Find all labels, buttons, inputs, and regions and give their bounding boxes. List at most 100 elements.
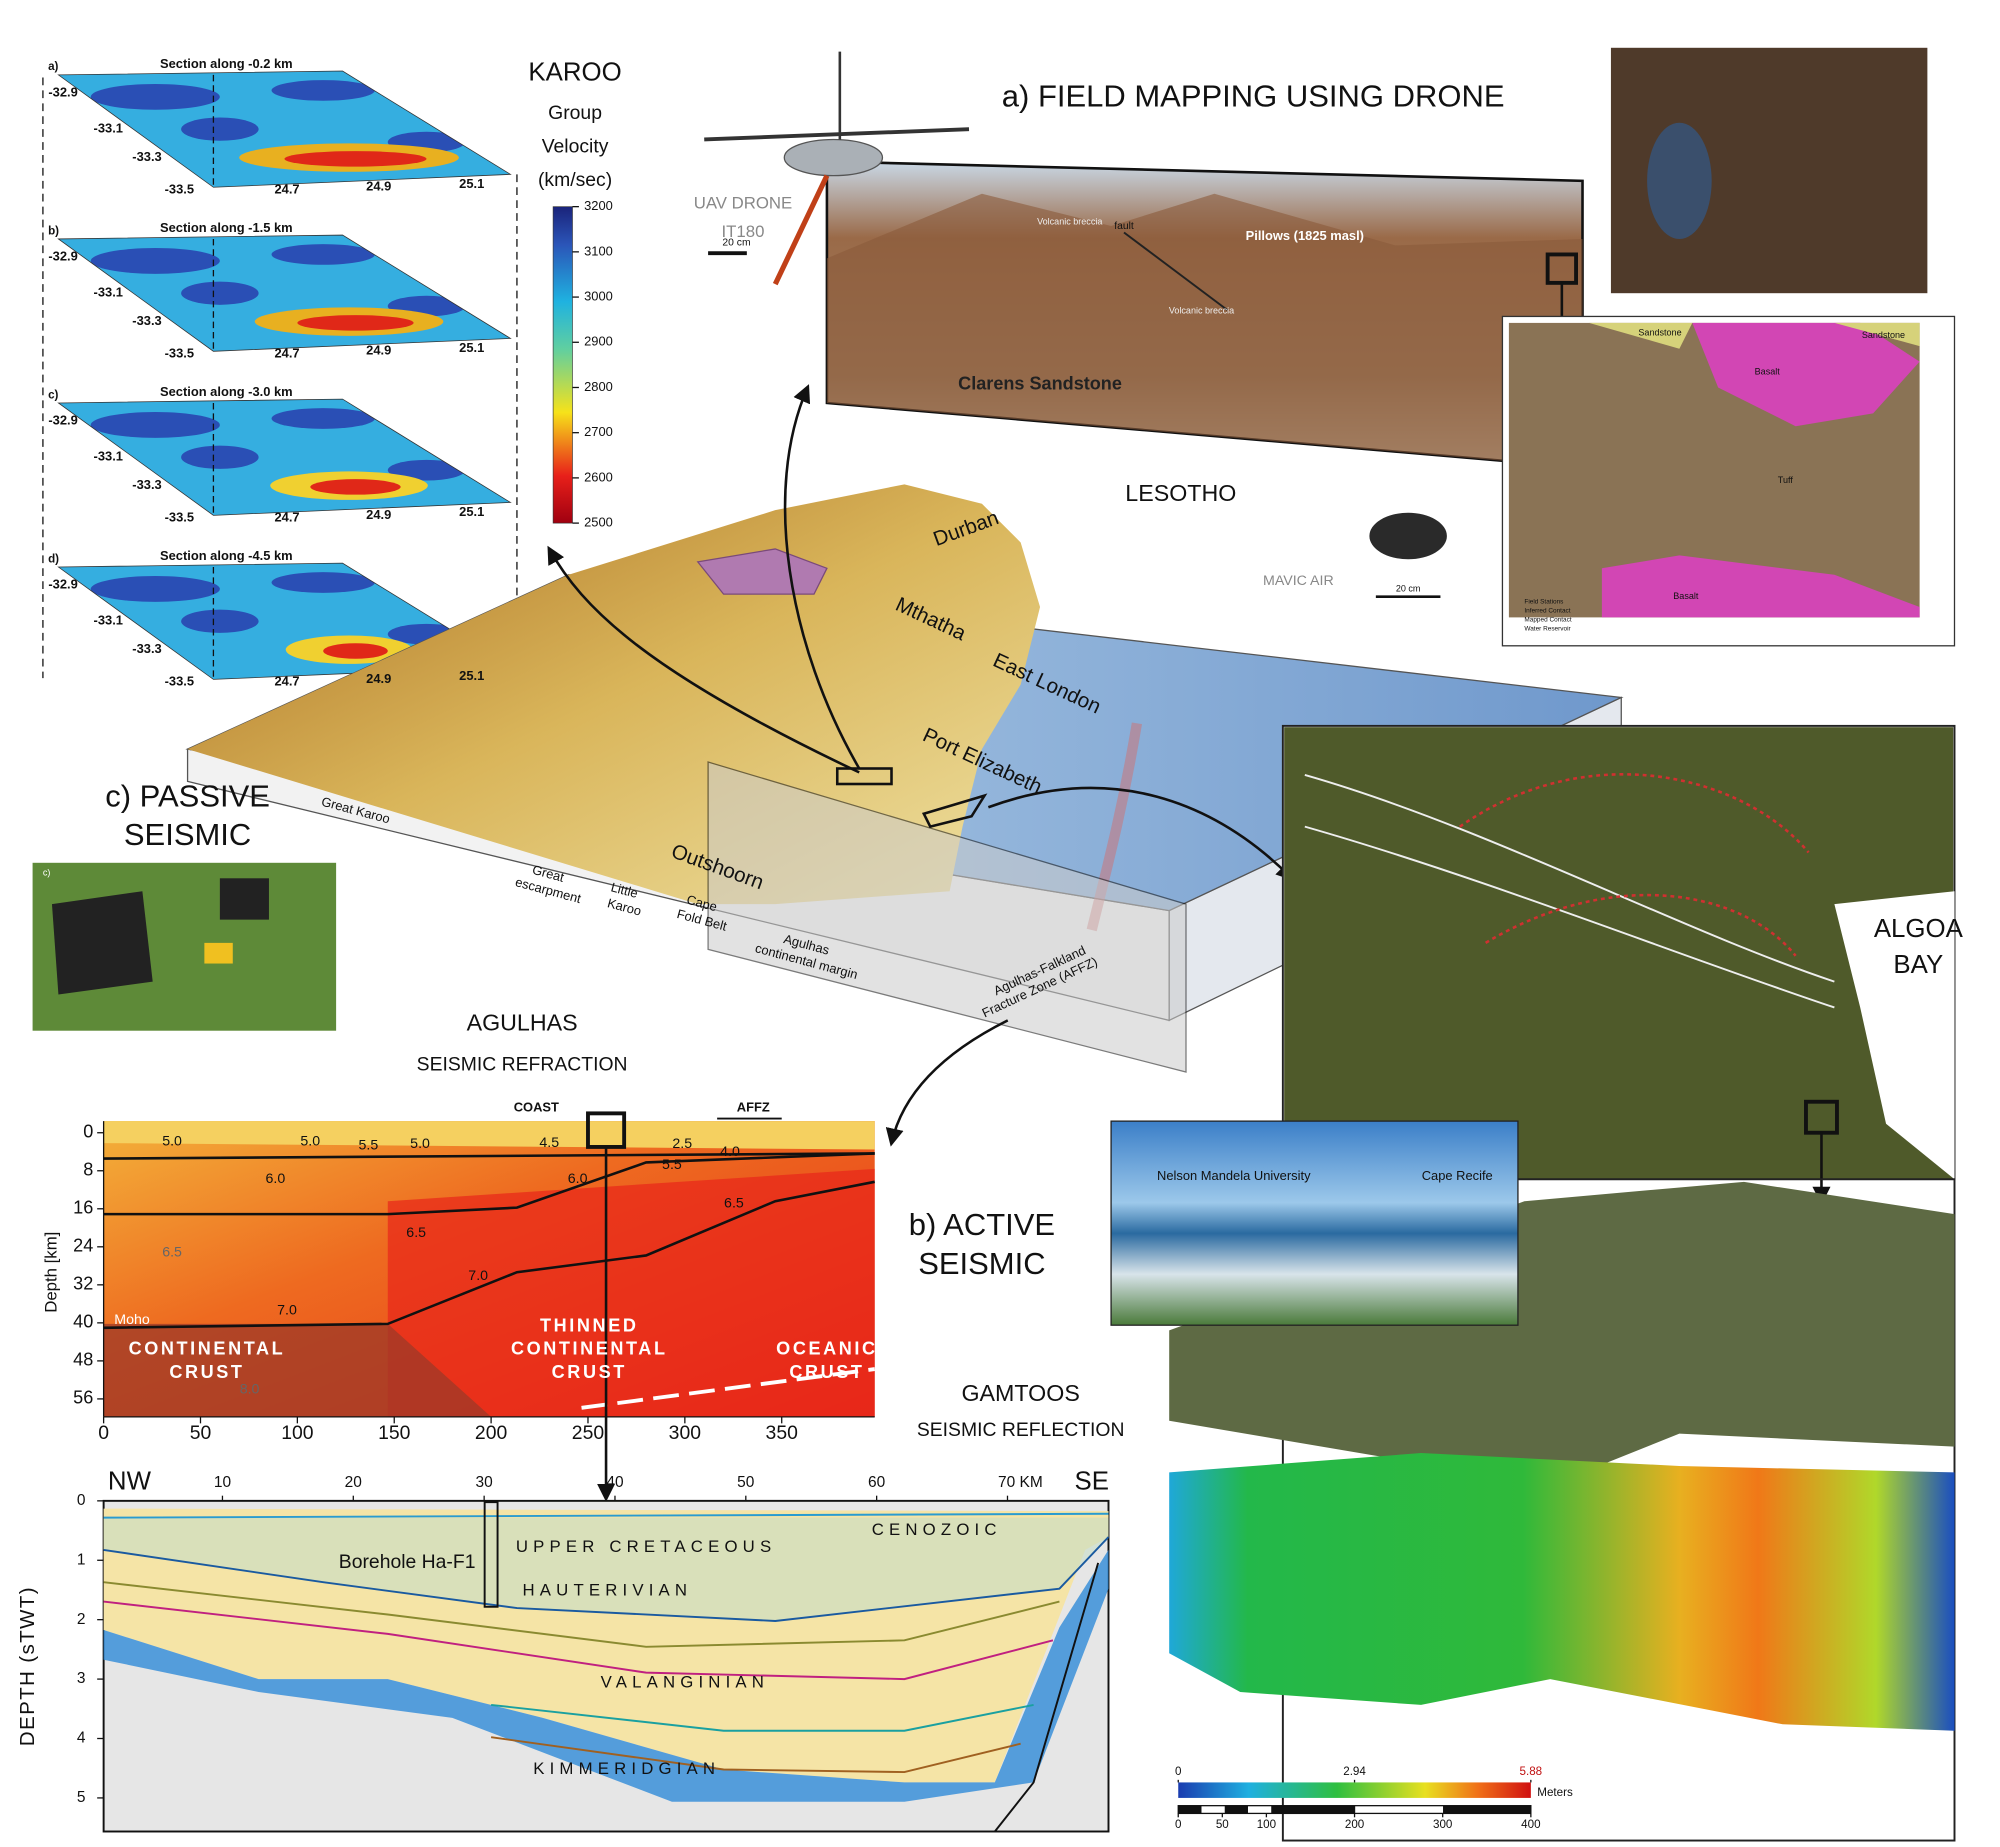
label: ALGOA <box>1874 915 1964 943</box>
label: -33.3 <box>132 477 161 492</box>
label: 8.0 <box>240 1382 260 1398</box>
label: CRUST <box>169 1362 244 1382</box>
label: 24.7 <box>274 181 299 196</box>
label: a) FIELD MAPPING USING DRONE <box>1002 78 1505 113</box>
label: COAST <box>514 1100 559 1115</box>
blob <box>297 315 414 331</box>
label: LESOTHO <box>1125 480 1236 506</box>
label: 20 cm <box>722 238 750 249</box>
label: 200 <box>475 1422 508 1444</box>
label: 6.5 <box>724 1196 744 1212</box>
label: Moho <box>114 1312 150 1328</box>
label: 400 <box>1521 1818 1540 1831</box>
blob <box>310 479 401 495</box>
label: 50 <box>190 1422 212 1444</box>
blob <box>181 445 259 469</box>
label: 350 <box>766 1422 799 1444</box>
label: 25.1 <box>459 340 484 355</box>
label: Section along -1.5 km <box>160 220 293 235</box>
label: -33.1 <box>94 613 123 628</box>
label: HAUTERIVIAN <box>523 1581 693 1600</box>
karoo-panel <box>39 51 573 681</box>
label: 25.1 <box>459 504 484 519</box>
label: 0 <box>98 1422 109 1444</box>
label: 24.9 <box>366 179 391 194</box>
label: -33.3 <box>132 313 161 328</box>
label: 150 <box>378 1422 411 1444</box>
label: 5.5 <box>359 1137 379 1153</box>
label: Little <box>609 879 639 901</box>
label: 6.0 <box>266 1171 286 1187</box>
label: 100 <box>281 1422 314 1444</box>
label: 300 <box>669 1422 702 1444</box>
label: -33.1 <box>94 121 123 136</box>
label: Mapped Contact <box>1524 617 1571 624</box>
label: Section along -0.2 km <box>160 56 293 71</box>
label: -33.5 <box>165 673 194 688</box>
label: 2.94 <box>1343 1765 1366 1778</box>
label: fault <box>1114 221 1134 232</box>
label: Meters <box>1537 1786 1573 1799</box>
blob <box>90 412 220 438</box>
label: 5.0 <box>162 1134 182 1150</box>
label: 2700 <box>584 424 613 439</box>
label: -33.5 <box>165 181 194 196</box>
label: VALANGINIAN <box>601 1672 769 1691</box>
label: 24.7 <box>274 345 299 360</box>
blob <box>271 572 375 593</box>
slice-outline <box>57 398 512 516</box>
label: CONTINENTAL <box>129 1339 286 1359</box>
label: 250 <box>572 1422 605 1444</box>
label: 5 <box>77 1789 86 1806</box>
label: AFFZ <box>737 1100 770 1115</box>
label: 7.0 <box>468 1268 488 1284</box>
label: 3 <box>77 1670 86 1687</box>
label: Cape <box>685 892 719 914</box>
label: THINNED <box>540 1315 638 1335</box>
label: Water Reservoir <box>1524 626 1571 633</box>
label: Nelson Mandela University <box>1157 1168 1311 1183</box>
label: Velocity <box>542 135 609 157</box>
label: c) PASSIVE <box>105 778 270 813</box>
blob <box>271 244 375 265</box>
label: SEISMIC REFRACTION <box>417 1054 628 1076</box>
label: 20 cm <box>1396 583 1421 593</box>
label: -33.3 <box>132 641 161 656</box>
reflection-section <box>102 1499 1110 1833</box>
label: 200 <box>1345 1818 1364 1831</box>
label: b) <box>48 224 59 237</box>
velocity-colorbar <box>552 206 573 524</box>
label: 2800 <box>584 379 613 394</box>
label: Inferred Contact <box>1524 608 1570 615</box>
label: Clarens Sandstone <box>958 374 1122 394</box>
label: 40 <box>606 1474 623 1491</box>
label: 4 <box>77 1730 86 1747</box>
label: -33.5 <box>165 509 194 524</box>
slice-outline <box>57 70 512 188</box>
label: -33.1 <box>94 449 123 464</box>
label: 1 <box>77 1551 86 1568</box>
blob <box>90 83 220 110</box>
label: NW <box>108 1468 152 1496</box>
drone-panel <box>704 47 1956 647</box>
slice-outline <box>57 234 512 352</box>
label: 25.1 <box>459 176 484 191</box>
label: 6.0 <box>568 1171 588 1187</box>
label: 24.9 <box>366 507 391 522</box>
label: 2500 <box>584 515 613 530</box>
label: DEPTH (sTWT) <box>16 1586 39 1746</box>
label: Tuff <box>1778 475 1794 485</box>
label: 40 <box>73 1312 93 1332</box>
label: 3000 <box>584 288 613 303</box>
label: SEISMIC <box>124 817 251 852</box>
label: Karoo <box>606 895 643 918</box>
label: -32.9 <box>48 248 77 263</box>
label: 24 <box>73 1236 93 1256</box>
label: CONTINENTAL <box>511 1339 668 1359</box>
label: CRUST <box>789 1362 864 1382</box>
label: -32.9 <box>48 412 77 427</box>
label: 300 <box>1433 1818 1452 1831</box>
label: 0 <box>83 1122 93 1142</box>
label: Section along -4.5 km <box>160 548 293 563</box>
blob <box>271 408 375 429</box>
